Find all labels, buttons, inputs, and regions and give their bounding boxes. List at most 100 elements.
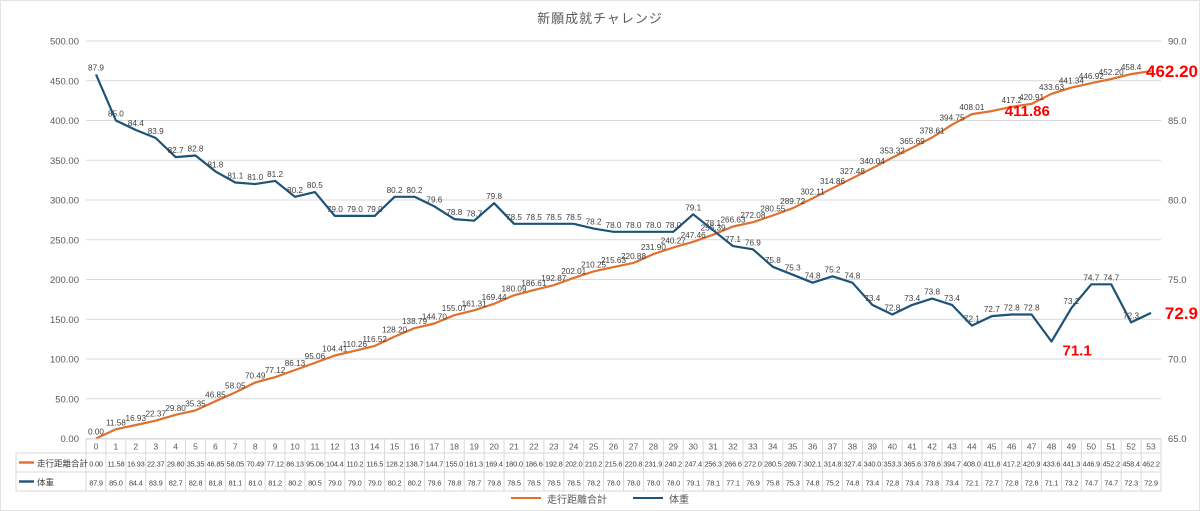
table-cell: 76.9 xyxy=(746,479,760,488)
data-label: 74.8 xyxy=(805,272,821,281)
right-axis-tick-label: 75.0 xyxy=(1168,275,1187,286)
table-header-cell: 45 xyxy=(987,442,997,452)
highlight-label: 462.20 xyxy=(1146,62,1198,81)
table-header-cell: 50 xyxy=(1087,442,1097,452)
data-label: 79.0 xyxy=(367,205,383,214)
data-label: 110.26 xyxy=(343,340,368,349)
table-cell: 72.8 xyxy=(1025,479,1039,488)
table-header-cell: 2 xyxy=(133,442,138,452)
table-cell: 340.0 xyxy=(864,460,882,469)
data-label: 78.2 xyxy=(586,218,602,227)
data-label: 169.44 xyxy=(482,293,507,302)
table-cell: 240.2 xyxy=(665,460,683,469)
table-cell: 78.0 xyxy=(647,479,661,488)
table-cell: 420.9 xyxy=(1023,460,1041,469)
data-label: 314.86 xyxy=(820,177,845,186)
data-label: 86.13 xyxy=(285,359,306,368)
table-cell: 353.3 xyxy=(884,460,902,469)
table-cell: 35.35 xyxy=(187,460,205,469)
table-header-cell: 19 xyxy=(469,442,479,452)
left-axis-tick-label: 250.00 xyxy=(50,235,79,246)
table-cell: 72.8 xyxy=(1005,479,1019,488)
table-cell: 16.93 xyxy=(127,460,145,469)
table-cell: 302.1 xyxy=(804,460,822,469)
table-cell: 79.0 xyxy=(368,479,382,488)
data-label: 78.5 xyxy=(546,213,562,222)
table-cell: 78.0 xyxy=(627,479,641,488)
table-header-cell: 11 xyxy=(310,442,319,452)
data-label: 78.5 xyxy=(506,213,522,222)
table-cell: 378.6 xyxy=(923,460,941,469)
table-header-cell: 48 xyxy=(1047,442,1057,452)
table-cell: 78.5 xyxy=(527,479,541,488)
left-axis-tick-label: 500.00 xyxy=(50,37,79,48)
data-label: 72.7 xyxy=(984,305,1000,314)
data-label: 116.52 xyxy=(362,335,387,344)
table-cell: 104.4 xyxy=(326,460,344,469)
table-header-cell: 27 xyxy=(629,442,639,452)
table-cell: 72.1 xyxy=(965,479,979,488)
table-cell: 84.4 xyxy=(129,479,143,488)
right-axis-tick-label: 85.0 xyxy=(1168,116,1187,127)
table-cell: 72.7 xyxy=(985,479,999,488)
data-label: 78.7 xyxy=(466,210,482,219)
data-label: 78.8 xyxy=(446,208,462,217)
table-cell: 81.2 xyxy=(268,479,282,488)
distance-line xyxy=(95,70,1152,440)
data-label: 46.85 xyxy=(205,390,226,399)
left-axis-tick-label: 350.00 xyxy=(50,156,79,167)
table-cell: 215.6 xyxy=(605,460,623,469)
right-axis-tick-label: 90.0 xyxy=(1168,37,1187,48)
table-header-cell: 4 xyxy=(173,442,178,452)
data-label: 73.4 xyxy=(864,294,880,303)
legend-item-weight: 体重 xyxy=(633,491,689,506)
table-header-cell: 3 xyxy=(153,442,158,452)
data-label: 452.20 xyxy=(1099,68,1124,77)
table-cell: 95.06 xyxy=(306,460,324,469)
table-header-cell: 46 xyxy=(1007,442,1017,452)
table-cell: 73.8 xyxy=(925,479,939,488)
table-header-cell: 15 xyxy=(390,442,400,452)
data-label: 210.25 xyxy=(581,260,606,269)
left-axis-tick-label: 150.00 xyxy=(50,315,79,326)
data-label: 74.7 xyxy=(1103,273,1119,282)
data-label: 408.01 xyxy=(959,103,984,112)
table-header-cell: 29 xyxy=(669,442,679,452)
table-cell: 161.3 xyxy=(465,460,483,469)
data-label: 81.2 xyxy=(267,170,283,179)
data-label: 73.4 xyxy=(944,294,960,303)
table-header-cell: 17 xyxy=(430,442,440,452)
table-header-cell: 22 xyxy=(529,442,539,452)
table-header-cell: 28 xyxy=(649,442,659,452)
table-cell: 78.5 xyxy=(547,479,561,488)
data-table: 0 1 2 3 4 5 6 7 8 9 10 11 12 13 14 15 16 17 18 19 20 21 22 23 24… xyxy=(15,438,1162,492)
legend-label: 走行距離合計 xyxy=(547,494,607,506)
table-cell: 73.4 xyxy=(945,479,959,488)
data-label: 280.55 xyxy=(760,205,785,214)
table-header-cell: 30 xyxy=(688,442,698,452)
table-cell: 231.9 xyxy=(645,460,663,469)
table-header-cell: 8 xyxy=(253,442,258,452)
table-header-cell: 39 xyxy=(868,442,878,452)
table-cell: 74.7 xyxy=(1104,479,1118,488)
table-cell: 433.6 xyxy=(1043,460,1061,469)
table-header-cell: 5 xyxy=(193,442,198,452)
table-header-cell: 47 xyxy=(1027,442,1037,452)
table-header-cell: 34 xyxy=(768,442,778,452)
data-label: 378.61 xyxy=(920,127,945,136)
orange-line-icon xyxy=(511,497,541,499)
data-label: 73.4 xyxy=(904,294,920,303)
table-header-cell: 13 xyxy=(350,442,360,452)
table-cell: 256.3 xyxy=(704,460,722,469)
data-label: 73.8 xyxy=(924,288,940,297)
table-cell: 75.3 xyxy=(786,479,800,488)
table-cell: 77.1 xyxy=(726,479,740,488)
table-cell: 78.2 xyxy=(587,479,601,488)
table-cell: 452.2 xyxy=(1102,460,1120,469)
table-cell: 78.5 xyxy=(567,479,581,488)
data-label: 192.87 xyxy=(541,274,566,283)
data-label: 180.09 xyxy=(501,284,526,293)
left-axis-tick-label: 100.00 xyxy=(50,355,79,366)
data-label: 302.11 xyxy=(800,187,825,196)
